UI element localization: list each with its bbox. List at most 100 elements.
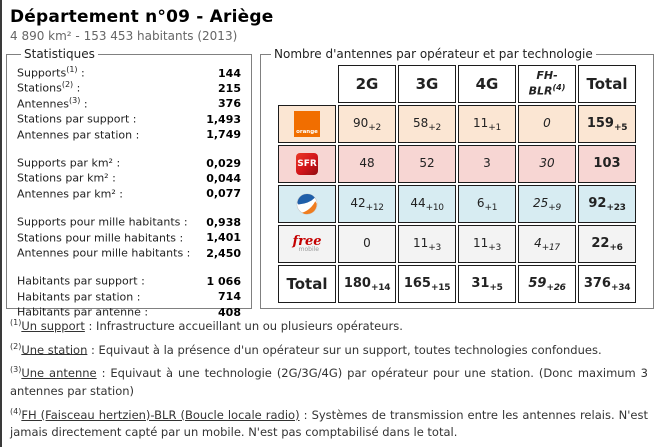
bouygues-telecom-logo bbox=[296, 193, 318, 215]
stat-row: Stations par support : 1,493 bbox=[17, 111, 241, 126]
stat-value: 0,938 bbox=[206, 215, 241, 229]
stat-label: Supports pour mille habitants : bbox=[17, 215, 188, 229]
stat-value: 1,493 bbox=[206, 112, 241, 126]
cell-bouygues-total: 92+23 bbox=[578, 185, 636, 223]
footnotes: (1)Un support : Infrastructure accueilla… bbox=[0, 309, 660, 442]
cell-bouygues-4g: 6+1 bbox=[458, 185, 516, 223]
orange-logo: orange bbox=[294, 111, 320, 137]
stat-row: Supports par km² : 0,029 bbox=[17, 155, 241, 170]
column-header-2g: 2G bbox=[338, 65, 396, 103]
stats-group-counts: Supports(1) : 144 Stations(2) : 215 Antenn… bbox=[17, 65, 241, 142]
cell-free-2g: 0 bbox=[338, 225, 396, 263]
cell-orange-3g: 58+2 bbox=[398, 105, 456, 143]
stat-row: Antennes par km² : 0,077 bbox=[17, 186, 241, 201]
column-header-fh-blr: FH- BLR(4) bbox=[518, 65, 576, 103]
stat-value: 376 bbox=[218, 97, 241, 111]
stat-value: 714 bbox=[218, 290, 241, 304]
cell-sfr-3g: 52 bbox=[398, 145, 456, 183]
cell-sfr-2g: 48 bbox=[338, 145, 396, 183]
page-subtitle: 4 890 km² - 153 453 habitants (2013) bbox=[10, 29, 238, 43]
antennas-panel: Nombre d'antennes par opérateur et par t… bbox=[260, 47, 654, 309]
stat-label: Habitants par antenne : bbox=[17, 305, 149, 319]
stats-group-per-km2: Supports par km² : 0,029 Stations par km²… bbox=[17, 155, 241, 201]
stat-label: Habitants par support : bbox=[17, 274, 145, 288]
stat-label: Antennes pour mille habitants : bbox=[17, 246, 191, 260]
stat-value: 1 066 bbox=[206, 274, 241, 288]
stat-label: Supports(1) : bbox=[17, 65, 85, 80]
footnote-term: Une station bbox=[21, 342, 88, 357]
stat-row: Habitants par antenne : 408 bbox=[17, 304, 241, 319]
cell-bouygues-fhblr: 25+9 bbox=[518, 185, 576, 223]
stat-row: Antennes pour mille habitants : 2,450 bbox=[17, 245, 241, 260]
column-header-3g: 3G bbox=[398, 65, 456, 103]
footnote-term: Une antenne bbox=[21, 366, 97, 381]
stat-label: Stations pour mille habitants : bbox=[17, 231, 184, 245]
antennas-legend: Nombre d'antennes par opérateur et par t… bbox=[274, 47, 593, 61]
main-content: Statistiques Supports(1) : 144 Stations(2… bbox=[0, 45, 660, 319]
table-header-row: 2G 3G 4G FH- BLR(4) Total bbox=[278, 65, 636, 103]
stat-value: 408 bbox=[218, 305, 241, 319]
stat-value: 0,044 bbox=[206, 172, 241, 185]
cell-sfr-4g: 3 bbox=[458, 145, 516, 183]
stat-value: 2,450 bbox=[206, 246, 241, 260]
sfr-logo: SFR bbox=[296, 153, 318, 175]
page-header: Département n°09 - Ariège 4 890 km² - 15… bbox=[0, 0, 660, 45]
cell-total-fhblr: 59+26 bbox=[518, 265, 576, 303]
cell-orange-fhblr: 0 bbox=[518, 105, 576, 143]
stat-row: Antennes par station : 1,749 bbox=[17, 127, 241, 142]
statistics-legend: Statistiques bbox=[24, 47, 95, 61]
antennas-table: 2G 3G 4G FH- BLR(4) Total orange 90+2 58+… bbox=[276, 63, 638, 305]
stat-row: Supports(1) : 144 bbox=[17, 65, 241, 80]
window-left-border bbox=[0, 0, 2, 447]
cell-total-total: 376+34 bbox=[578, 265, 636, 303]
stats-group-per-capita: Supports pour mille habitants : 0,938 Sta… bbox=[17, 214, 241, 260]
footnote-term: FH (Faisceau hertzien)-BLR (Boucle local… bbox=[21, 407, 300, 422]
stat-value: 0,029 bbox=[206, 156, 241, 170]
cell-orange-2g: 90+2 bbox=[338, 105, 396, 143]
cell-total-4g: 31+5 bbox=[458, 265, 516, 303]
free-mobile-logo: free mobile bbox=[292, 233, 322, 253]
stat-row: Habitants par support : 1 066 bbox=[17, 273, 241, 288]
cell-free-3g: 11+3 bbox=[398, 225, 456, 263]
cell-free-fhblr: 4+17 bbox=[518, 225, 576, 263]
column-header-total: Total bbox=[578, 65, 636, 103]
stat-row: Stations par km² : 0,044 bbox=[17, 170, 241, 185]
cell-total-2g: 180+14 bbox=[338, 265, 396, 303]
statistics-panel: Statistiques Supports(1) : 144 Stations(2… bbox=[6, 47, 252, 319]
stat-value: 1,401 bbox=[206, 231, 241, 245]
footnote-term: Un support bbox=[21, 318, 85, 333]
cell-bouygues-3g: 44+10 bbox=[398, 185, 456, 223]
table-row-bouygues: 42+12 44+10 6+1 25+9 92+23 bbox=[278, 185, 636, 223]
stat-label: Antennes par km² : bbox=[17, 187, 123, 201]
footnote-station: (2)Une station : Equivaut à la présence … bbox=[10, 341, 602, 357]
stat-label: Stations par support : bbox=[17, 112, 137, 126]
stat-value: 1,749 bbox=[206, 128, 241, 142]
cell-orange-4g: 11+1 bbox=[458, 105, 516, 143]
footnote-antenne: (3)Une antenne : Equivaut à une technolo… bbox=[10, 365, 649, 398]
stat-label: Antennes par station : bbox=[17, 128, 140, 142]
cell-sfr-total: 103 bbox=[578, 145, 636, 183]
stat-row: Habitants par station : 714 bbox=[17, 289, 241, 304]
stat-value: 215 bbox=[218, 82, 241, 96]
cell-total-3g: 165+15 bbox=[398, 265, 456, 303]
table-row-free: free mobile 0 11+3 11+3 4+17 22+6 bbox=[278, 225, 636, 263]
cell-sfr-fhblr: 30 bbox=[518, 145, 576, 183]
stat-label: Habitants par station : bbox=[17, 290, 141, 304]
stat-label: Stations par km² : bbox=[17, 172, 116, 185]
cell-orange-total: 159+5 bbox=[578, 105, 636, 143]
stat-row: Stations pour mille habitants : 1,401 bbox=[17, 230, 241, 245]
table-row-sfr: SFR 48 52 3 30 103 bbox=[278, 145, 636, 183]
cell-free-total: 22+6 bbox=[578, 225, 636, 263]
stat-row: Stations(2) : 215 bbox=[17, 80, 241, 95]
stat-value: 0,077 bbox=[206, 187, 241, 201]
stat-value: 144 bbox=[218, 66, 241, 80]
stat-label: Stations(2) : bbox=[17, 80, 81, 96]
corner-cell bbox=[278, 65, 336, 103]
stat-label: Antennes(3) : bbox=[17, 95, 88, 111]
column-header-4g: 4G bbox=[458, 65, 516, 103]
page-title: Département n°09 - Ariège bbox=[10, 7, 274, 27]
stat-row: Supports pour mille habitants : 0,938 bbox=[17, 214, 241, 229]
cell-bouygues-2g: 42+12 bbox=[338, 185, 396, 223]
footnote-fh-blr: (4)FH (Faisceau hertzien)-BLR (Boucle lo… bbox=[10, 406, 648, 440]
footnote-support: (1)Un support : Infrastructure accueilla… bbox=[10, 318, 403, 333]
